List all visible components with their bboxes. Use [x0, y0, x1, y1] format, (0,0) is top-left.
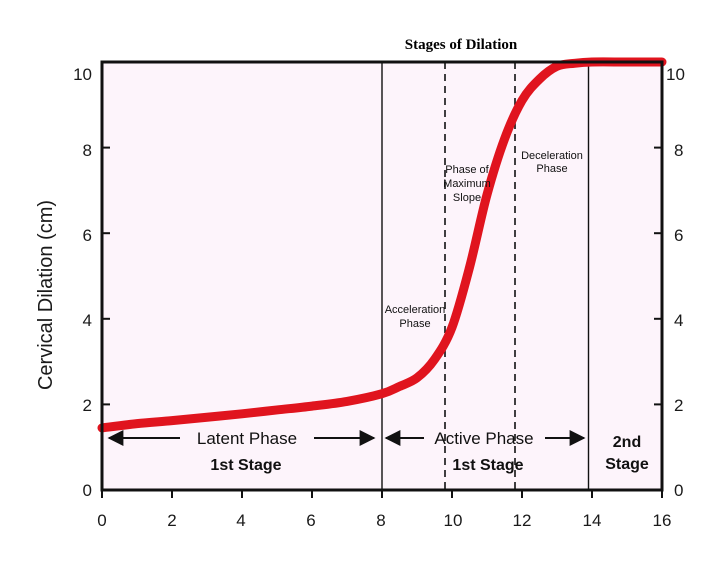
y-tick-label-right: 8: [674, 141, 683, 160]
chart-title: Stages of Dilation: [405, 37, 518, 53]
acceleration-annotation: Acceleration Phase: [385, 304, 446, 330]
max-slope-label-line1: Phase of: [445, 164, 489, 176]
y-tick-label-right: 2: [674, 396, 683, 415]
y-tick-label: 8: [83, 141, 92, 160]
x-tick-label: 4: [236, 511, 245, 530]
x-tick-label: 12: [513, 511, 532, 530]
y-tick-labels-left: 0 2 4 6 8 10: [73, 65, 92, 500]
y-tick-labels-right: 0 2 4 6 8 10: [666, 65, 685, 500]
y-axis-label: Cervical Dilation (cm): [35, 200, 57, 390]
deceleration-annotation: Deceleration Phase: [521, 150, 583, 175]
x-tick-label: 8: [376, 511, 385, 530]
max-slope-label-line2: Maximum: [443, 178, 491, 190]
y-tick-label: 6: [83, 226, 92, 245]
y-tick-label-right: 0: [674, 481, 683, 500]
max-slope-annotation: Phase of Maximum Slope: [443, 164, 491, 204]
x-tick-label: 2: [167, 511, 176, 530]
x-tick-labels: 0 2 4 6 8 10 12 14 16: [97, 511, 671, 530]
deceleration-label-line1: Deceleration: [521, 150, 583, 162]
x-tick-label: 10: [444, 511, 463, 530]
plot-frame: [100, 60, 664, 492]
active-phase-label: Active Phase: [434, 429, 533, 448]
phase-divider-lines: [381, 62, 590, 490]
y-tick-label: 4: [83, 311, 92, 330]
y-tick-label-right: 10: [666, 65, 685, 84]
y-tick-label: 10: [73, 65, 92, 84]
latent-phase-label: Latent Phase: [197, 429, 297, 448]
y-tick-label: 0: [83, 481, 92, 500]
dilation-curve: [97, 57, 667, 433]
x-tick-label: 6: [306, 511, 315, 530]
deceleration-label-line2: Phase: [536, 163, 567, 175]
second-stage-label-line2: Stage: [605, 456, 649, 473]
first-stage-label-left: 1st Stage: [210, 457, 281, 474]
x-tick-label: 14: [583, 511, 602, 530]
series-group: [97, 57, 667, 433]
y-tick-label-right: 4: [674, 311, 683, 330]
acceleration-label-line2: Phase: [399, 318, 430, 330]
y-tick-label-right: 6: [674, 226, 683, 245]
x-tick-label: 16: [653, 511, 672, 530]
x-tick-label: 0: [97, 511, 106, 530]
first-stage-label-right: 1st Stage: [452, 457, 523, 474]
acceleration-label-line1: Acceleration: [385, 304, 446, 316]
max-slope-label-line3: Slope: [453, 192, 481, 204]
second-stage-label-line1: 2nd: [613, 434, 641, 451]
y-tick-label: 2: [83, 396, 92, 415]
